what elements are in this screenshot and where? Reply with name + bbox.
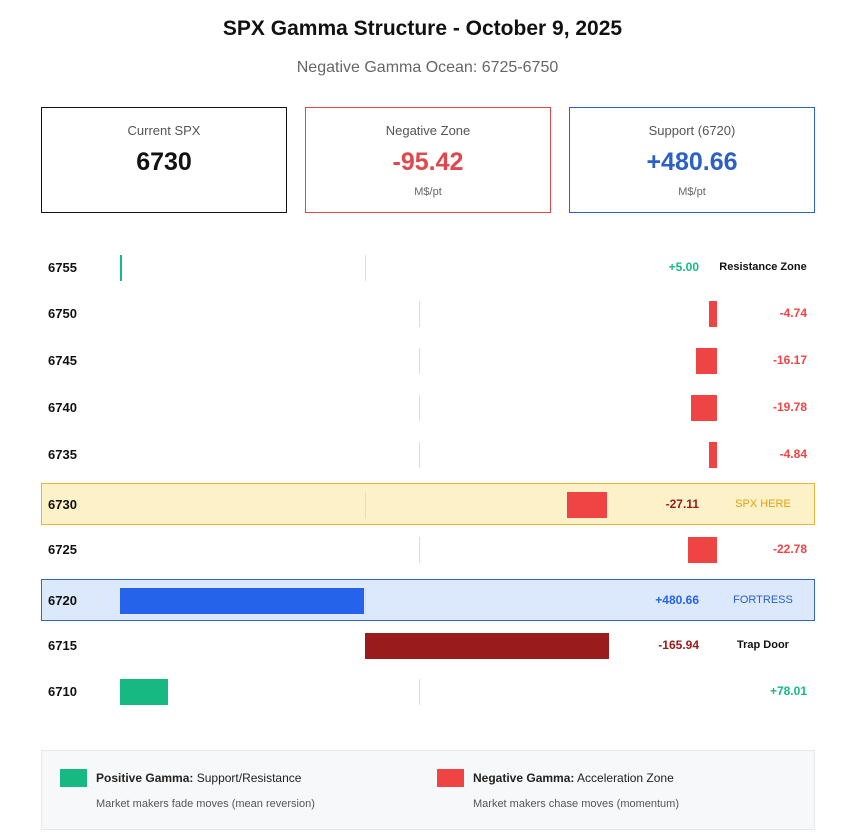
card-value: 6730 xyxy=(136,148,192,176)
zero-axis xyxy=(365,492,366,518)
gamma-row: 6725 -22.78 xyxy=(41,529,815,571)
value-label: -165.94 xyxy=(658,638,699,652)
negative-swatch xyxy=(437,769,464,787)
card-value: +480.66 xyxy=(646,148,738,176)
strike-label: 6750 xyxy=(48,306,77,321)
strike-label: 6715 xyxy=(48,638,77,653)
card-unit: M$/pt xyxy=(414,186,442,198)
legend-negative-title: Negative Gamma: xyxy=(473,771,575,785)
gamma-bar xyxy=(567,492,607,518)
zero-axis xyxy=(419,395,420,421)
chart-title: SPX Gamma Structure - October 9, 2025 xyxy=(222,17,623,40)
gamma-row: 6755 +5.00 Resistance Zone xyxy=(41,247,815,289)
value-label: +78.01 xyxy=(769,684,807,698)
gamma-bar xyxy=(365,633,609,659)
zero-axis xyxy=(365,255,366,281)
zone-tag: FORTRESS xyxy=(733,594,793,606)
legend-negative-label: Negative Gamma: Acceleration Zone xyxy=(473,771,674,785)
gamma-row: 6715 -165.94 Trap Door xyxy=(41,625,815,667)
gamma-row: 6745 -16.17 xyxy=(41,340,815,382)
negative-zone-card: Negative Zone -95.42 M$/pt xyxy=(305,107,551,213)
legend: Positive Gamma: Support/Resistance Marke… xyxy=(41,750,815,830)
gamma-bar xyxy=(120,588,364,614)
value-label: -27.11 xyxy=(665,497,699,511)
strike-label: 6710 xyxy=(48,684,77,699)
chart-subtitle: Negative Gamma Ocean: 6725-6750 xyxy=(296,59,559,76)
gamma-row: 6720 +480.66 FORTRESS xyxy=(41,579,815,621)
gamma-bar xyxy=(696,348,717,374)
gamma-bar xyxy=(687,537,717,563)
value-label: -4.74 xyxy=(779,306,807,320)
gamma-row: 6740 -19.78 xyxy=(41,387,815,429)
value-label: -16.17 xyxy=(772,353,807,367)
gamma-bar xyxy=(709,301,717,327)
value-label: -19.78 xyxy=(772,400,807,414)
legend-positive-sub: Market makers fade moves (mean reversion… xyxy=(96,798,315,810)
positive-swatch xyxy=(60,769,87,787)
legend-positive-label: Positive Gamma: Support/Resistance xyxy=(96,771,301,785)
strike-label: 6755 xyxy=(48,260,77,275)
zero-axis xyxy=(419,348,420,374)
current-spx-card: Current SPX 6730 xyxy=(41,107,287,213)
value-label: -22.78 xyxy=(772,542,807,556)
gamma-row: 6735 -4.84 xyxy=(41,434,815,476)
zero-axis xyxy=(419,301,420,327)
gamma-bar xyxy=(691,395,717,421)
gamma-row: 6710 +78.01 xyxy=(41,671,815,713)
strike-label: 6735 xyxy=(48,447,77,462)
zero-axis xyxy=(419,442,420,468)
strike-label: 6725 xyxy=(48,542,77,557)
zone-tag: Trap Door xyxy=(737,639,789,651)
zero-axis xyxy=(365,588,366,614)
legend-positive-desc: Support/Resistance xyxy=(196,771,302,785)
legend-negative-desc: Acceleration Zone xyxy=(577,771,674,785)
legend-negative-sub: Market makers chase moves (momentum) xyxy=(473,798,679,810)
strike-label: 6730 xyxy=(48,497,77,512)
card-value: -95.42 xyxy=(392,148,464,176)
gamma-row: 6730 -27.11 SPX HERE xyxy=(41,483,815,525)
legend-positive-title: Positive Gamma: xyxy=(96,771,194,785)
gamma-bar xyxy=(709,442,717,468)
card-label: Support (6720) xyxy=(648,123,736,138)
gamma-bar xyxy=(120,679,168,705)
gamma-bar xyxy=(120,255,122,281)
value-label: +480.66 xyxy=(655,593,699,607)
card-label: Negative Zone xyxy=(385,123,471,138)
zone-tag: SPX HERE xyxy=(735,498,791,510)
zero-axis xyxy=(419,679,420,705)
strike-label: 6720 xyxy=(48,593,77,608)
strike-label: 6745 xyxy=(48,353,77,368)
value-label: -4.84 xyxy=(779,447,807,461)
support-card: Support (6720) +480.66 M$/pt xyxy=(569,107,815,213)
card-label: Current SPX xyxy=(127,123,201,138)
zone-tag: Resistance Zone xyxy=(719,261,807,273)
strike-label: 6740 xyxy=(48,400,77,415)
gamma-row: 6750 -4.74 xyxy=(41,293,815,335)
card-unit: M$/pt xyxy=(678,186,706,198)
zero-axis xyxy=(419,537,420,563)
value-label: +5.00 xyxy=(668,260,699,274)
